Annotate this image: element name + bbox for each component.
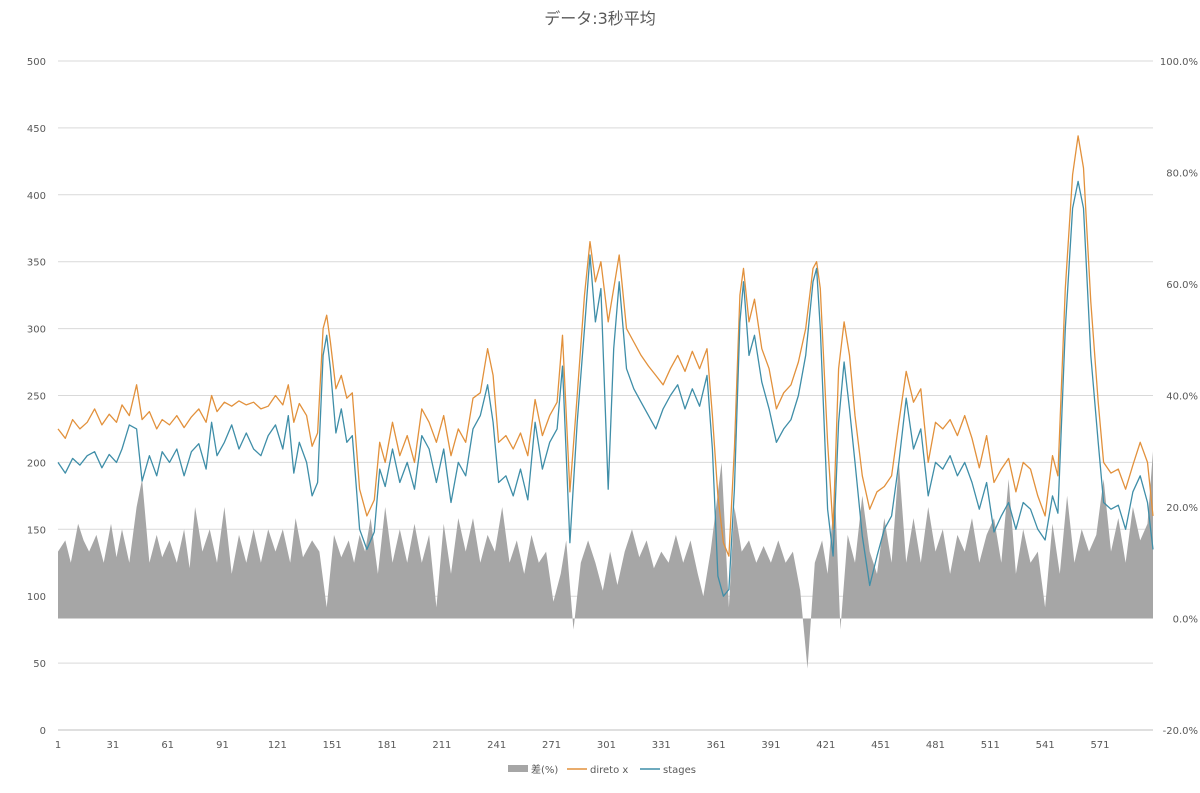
x-tick-label: 361 [707, 740, 726, 751]
y-left-tick-label: 150 [27, 525, 46, 536]
y-right-tick-label: 80.0% [1166, 169, 1198, 180]
x-tick-label: 301 [597, 740, 616, 751]
x-tick-label: 511 [981, 740, 1000, 751]
x-tick-label: 1 [55, 740, 61, 751]
y-left-tick-label: 450 [27, 124, 46, 135]
y-left-tick-label: 350 [27, 258, 46, 269]
y-right-tick-label: 100.0% [1160, 57, 1198, 68]
y-left-tick-label: 400 [27, 191, 46, 202]
x-tick-label: 211 [432, 740, 451, 751]
x-tick-label: 121 [268, 740, 287, 751]
x-tick-label: 391 [761, 740, 780, 751]
y-left-tick-label: 500 [27, 57, 46, 68]
x-tick-label: 31 [106, 740, 119, 751]
x-tick-label: 451 [871, 740, 890, 751]
x-tick-label: 571 [1090, 740, 1109, 751]
legend-label: stages [663, 765, 696, 776]
x-tick-label: 541 [1036, 740, 1055, 751]
x-tick-label: 271 [542, 740, 561, 751]
y-left-tick-label: 250 [27, 392, 46, 403]
x-tick-label: 181 [378, 740, 397, 751]
y-left-tick-label: 200 [27, 458, 46, 469]
y-right-tick-label: 0.0% [1173, 615, 1198, 626]
x-tick-label: 331 [652, 740, 671, 751]
y-right-tick-label: -20.0% [1163, 726, 1198, 737]
y-right-tick-label: 40.0% [1166, 392, 1198, 403]
series-line-1 [57, 135, 1154, 557]
legend-swatch [508, 765, 528, 772]
x-tick-label: 241 [487, 740, 506, 751]
legend-label: direto x [590, 765, 628, 776]
y-right-tick-label: 60.0% [1166, 280, 1198, 291]
series-area-diff [58, 451, 1153, 669]
y-left-tick-label: 100 [27, 592, 46, 603]
series-line-2 [57, 180, 1154, 597]
y-right-tick-label: 20.0% [1166, 503, 1198, 514]
legend-label: 差(%) [531, 763, 558, 776]
x-tick-label: 421 [816, 740, 835, 751]
x-tick-label: 61 [161, 740, 174, 751]
x-tick-label: 91 [216, 740, 229, 751]
x-tick-label: 151 [323, 740, 342, 751]
chart-title: データ:3秒平均 [544, 9, 656, 28]
x-tick-label: 481 [926, 740, 945, 751]
y-left-tick-label: 0 [40, 726, 46, 737]
y-left-tick-label: 300 [27, 325, 46, 336]
y-left-tick-label: 50 [33, 659, 46, 670]
